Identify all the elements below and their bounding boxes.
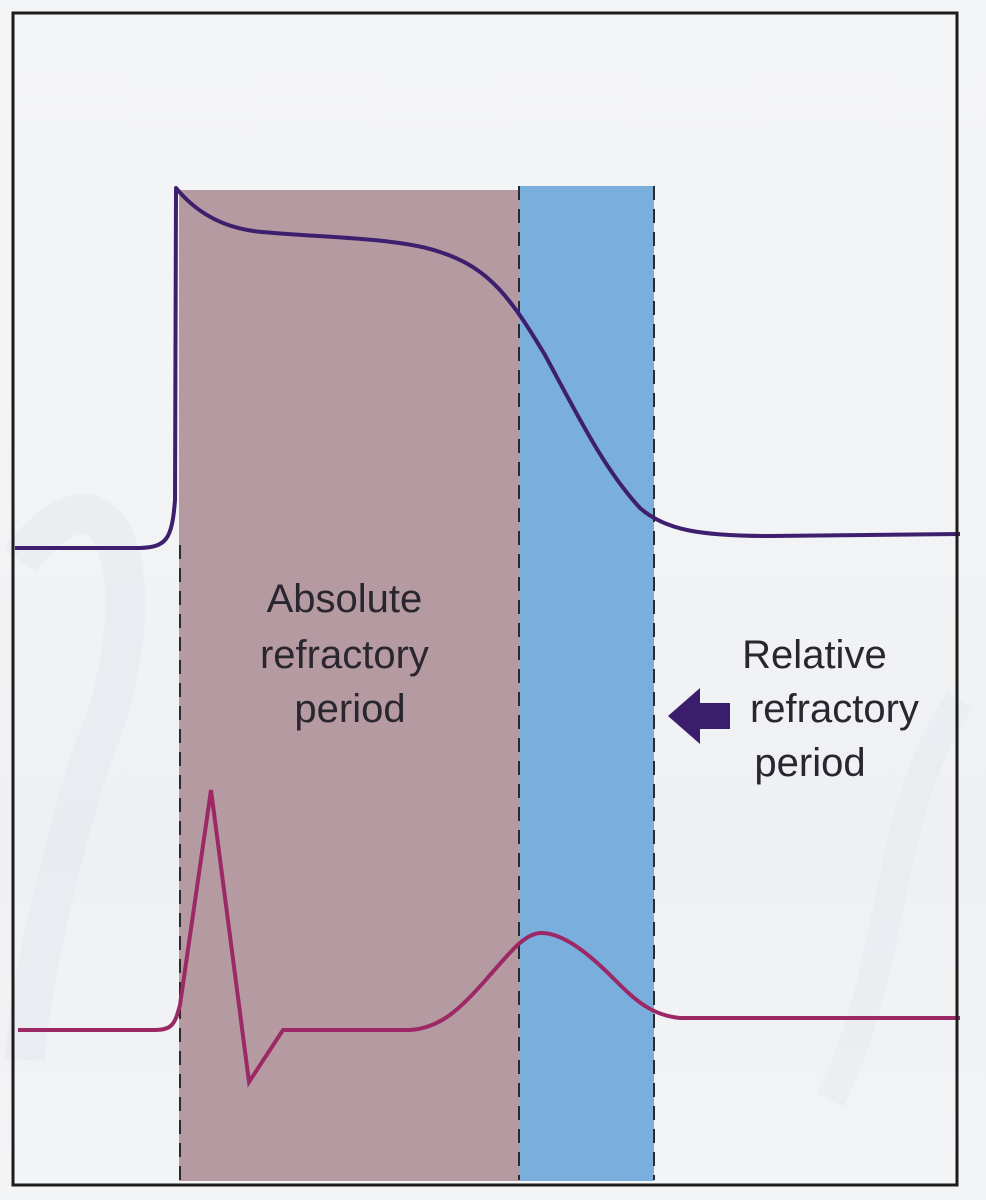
relative-label-line-2: refractory bbox=[750, 687, 919, 731]
absolute-refractory-region bbox=[179, 190, 528, 1181]
absolute-label-line-1: Absolute bbox=[267, 577, 423, 621]
action-potential-curve bbox=[15, 186, 961, 550]
absolute-label-line-3: period bbox=[294, 687, 405, 731]
absolute-refractory-label: Absolute refractory period bbox=[260, 577, 440, 731]
absolute-label-line-2: refractory bbox=[260, 633, 429, 677]
frame-border bbox=[11, 11, 959, 1187]
relative-label-line-1: Relative bbox=[742, 633, 887, 677]
relative-refractory-label: Relative refractory period bbox=[742, 633, 930, 785]
left-arrow-icon bbox=[668, 688, 730, 744]
relative-label-line-3: period bbox=[754, 741, 865, 785]
background-watermark bbox=[4, 494, 973, 1107]
ecg-trace bbox=[18, 789, 960, 1088]
relative-refractory-region bbox=[519, 186, 654, 1181]
